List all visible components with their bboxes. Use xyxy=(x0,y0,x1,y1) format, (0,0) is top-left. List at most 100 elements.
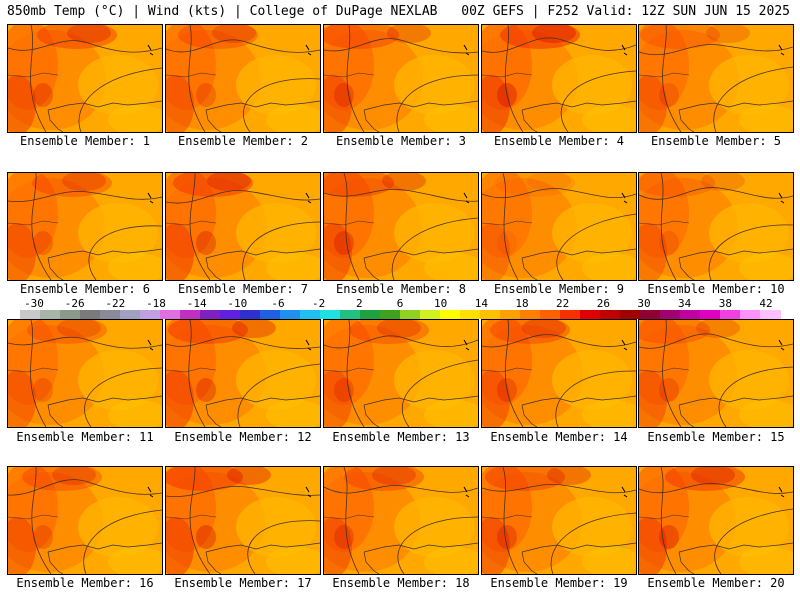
color-swatch xyxy=(140,310,161,319)
color-swatch xyxy=(500,310,521,319)
member-label-1: Ensemble Member: 1 xyxy=(19,134,151,148)
color-swatch xyxy=(400,310,421,319)
member-label-8: Ensemble Member: 8 xyxy=(335,282,467,296)
member-map-4 xyxy=(481,24,637,133)
member-label-6: Ensemble Member: 6 xyxy=(19,282,151,296)
color-scale-tick: 10 xyxy=(434,297,448,310)
color-swatch xyxy=(380,310,401,319)
member-map-6 xyxy=(7,172,163,281)
member-map-graphic xyxy=(166,173,320,280)
color-swatch xyxy=(760,310,781,319)
color-swatch xyxy=(580,310,601,319)
member-map-11 xyxy=(7,319,163,428)
member-label-20: Ensemble Member: 20 xyxy=(647,576,785,590)
member-map-8 xyxy=(323,172,479,281)
member-map-10 xyxy=(638,172,794,281)
member-label-14: Ensemble Member: 14 xyxy=(490,430,628,444)
member-map-graphic xyxy=(482,467,636,574)
member-label-12: Ensemble Member: 12 xyxy=(174,430,312,444)
color-swatch xyxy=(520,310,541,319)
member-label-15: Ensemble Member: 15 xyxy=(647,430,785,444)
member-label-5: Ensemble Member: 5 xyxy=(650,134,782,148)
color-swatch xyxy=(560,310,581,319)
member-label-11: Ensemble Member: 11 xyxy=(16,430,154,444)
member-map-14 xyxy=(481,319,637,428)
member-map-13 xyxy=(323,319,479,428)
member-map-12 xyxy=(165,319,321,428)
color-swatch xyxy=(40,310,61,319)
member-label-2: Ensemble Member: 2 xyxy=(177,134,309,148)
color-scale-tick: 6 xyxy=(396,297,404,310)
member-map-graphic xyxy=(482,173,636,280)
member-map-5 xyxy=(638,24,794,133)
color-swatch xyxy=(280,310,301,319)
title-right: 00Z GEFS | F252 Valid: 12Z SUN JUN 15 20… xyxy=(461,4,790,19)
member-label-7: Ensemble Member: 7 xyxy=(177,282,309,296)
color-scale-tick: -2 xyxy=(312,297,326,310)
color-scale-strip xyxy=(20,310,781,319)
member-label-19: Ensemble Member: 19 xyxy=(490,576,628,590)
member-map-9 xyxy=(481,172,637,281)
member-label-10: Ensemble Member: 10 xyxy=(647,282,785,296)
color-scale-tick: -18 xyxy=(146,297,166,310)
color-swatch xyxy=(300,310,321,319)
color-swatch xyxy=(120,310,141,319)
member-map-graphic xyxy=(8,320,162,427)
member-label-13: Ensemble Member: 13 xyxy=(332,430,470,444)
color-swatch xyxy=(100,310,121,319)
color-scale-tick: -10 xyxy=(227,297,248,310)
member-map-graphic xyxy=(639,320,793,427)
color-scale-tick: 30 xyxy=(637,297,651,310)
color-swatch xyxy=(640,310,661,319)
color-scale-tick: -6 xyxy=(271,297,285,310)
color-swatch xyxy=(260,310,281,319)
member-map-graphic xyxy=(8,467,162,574)
color-swatch xyxy=(340,310,361,319)
color-swatch xyxy=(320,310,341,319)
member-map-2 xyxy=(165,24,321,133)
color-swatch xyxy=(620,310,641,319)
color-swatch xyxy=(240,310,261,319)
member-map-7 xyxy=(165,172,321,281)
member-map-18 xyxy=(323,466,479,575)
member-map-1 xyxy=(7,24,163,133)
member-map-17 xyxy=(165,466,321,575)
member-map-graphic xyxy=(639,467,793,574)
member-map-graphic xyxy=(324,25,478,132)
color-scale-tick: 34 xyxy=(678,297,692,310)
member-label-4: Ensemble Member: 4 xyxy=(493,134,625,148)
color-swatch xyxy=(160,310,181,319)
member-map-graphic xyxy=(482,320,636,427)
color-swatch xyxy=(420,310,441,319)
member-map-graphic xyxy=(482,25,636,132)
color-scale: -30 -26 -22 -18 -14 -10 -6 -2 2 6 10 14 18 22 26 30 34 38… xyxy=(0,297,800,321)
member-map-3 xyxy=(323,24,479,133)
color-scale-tick: 14 xyxy=(474,297,488,310)
color-swatch xyxy=(700,310,721,319)
color-swatch xyxy=(20,310,41,319)
member-label-17: Ensemble Member: 17 xyxy=(174,576,312,590)
color-swatch xyxy=(220,310,241,319)
color-swatch xyxy=(60,310,81,319)
member-map-graphic xyxy=(639,173,793,280)
member-map-20 xyxy=(638,466,794,575)
member-label-16: Ensemble Member: 16 xyxy=(16,576,154,590)
color-scale-tick: -22 xyxy=(105,297,126,310)
color-scale-tick: -26 xyxy=(64,297,85,310)
color-scale-tick: 2 xyxy=(356,297,363,310)
color-swatch xyxy=(200,310,221,319)
color-scale-tick: 22 xyxy=(556,297,570,310)
member-map-graphic xyxy=(324,173,478,280)
member-map-16 xyxy=(7,466,163,575)
member-map-graphic xyxy=(166,467,320,574)
member-map-graphic xyxy=(324,467,478,574)
color-swatch xyxy=(460,310,481,319)
color-scale-tick: 26 xyxy=(596,297,610,310)
member-map-graphic xyxy=(8,25,162,132)
color-swatch xyxy=(720,310,741,319)
color-scale-tick: 42 xyxy=(759,297,773,310)
member-map-graphic xyxy=(166,25,320,132)
color-swatch xyxy=(360,310,381,319)
color-scale-tick: 18 xyxy=(515,297,529,310)
color-swatch xyxy=(600,310,621,319)
